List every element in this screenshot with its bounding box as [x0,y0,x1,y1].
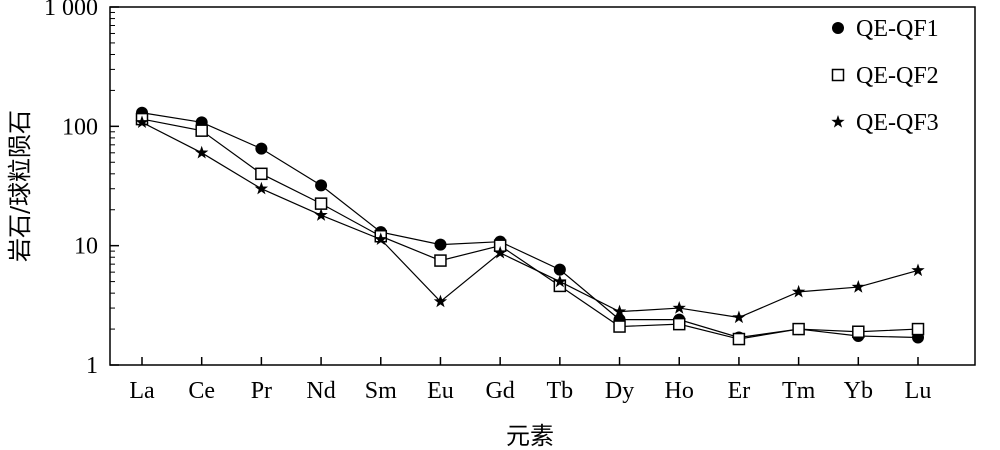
x-tick-label-ho: Ho [665,378,694,404]
series-qe-qf3 [135,115,925,324]
series-qe-qf1 [136,106,924,344]
data-point-qe-qf2-lu [911,322,925,336]
y-axis-title: 岩石/球粒陨石 [6,110,34,262]
data-point-qe-qf1-tb [553,263,566,276]
legend-marker-qe-qf2 [831,68,845,82]
series-line-qe-qf2 [141,118,919,340]
data-point-qe-qf2-er [732,332,746,346]
data-point-qe-qf2-pr [255,167,268,181]
data-point-qe-qf3-lu [911,263,925,277]
data-point-qe-qf2-eu [434,254,447,267]
series-layer [135,106,925,346]
data-point-qe-qf3-sm [374,232,388,245]
x-tick-label-dy: Dy [605,378,634,404]
data-point-qe-qf2-ce [195,124,208,137]
data-point-qe-qf3-la [135,115,149,129]
y-tick-label: 10 [74,234,98,260]
plot-frame [109,6,976,366]
data-point-qe-qf2-ho [672,317,686,331]
data-point-qe-qf2-dy [613,320,626,333]
data-point-qe-qf3-nd [314,208,328,221]
legend-label-qe-qf1: QE-QF1 [856,16,939,42]
data-point-qe-qf3-eu [433,294,448,308]
legend-label-qe-qf2: QE-QF2 [856,63,939,89]
x-tick-label-ce: Ce [188,378,215,404]
data-point-qe-qf3-gd [493,245,507,259]
legend-label-qe-qf3: QE-QF3 [856,110,939,136]
data-point-qe-qf3-tb [553,274,567,288]
legend: QE-QF1 QE-QF2 QE-QF3 [831,16,939,136]
x-tick-label-pr: Pr [251,378,272,404]
data-point-qe-qf2-tm [792,322,805,336]
x-tick-label-yb: Yb [844,378,873,404]
data-point-qe-qf3-er [732,310,746,324]
series-qe-qf2 [135,112,925,346]
y-tick-label: 1 000 [44,0,98,21]
series-line-qe-qf3 [141,121,919,319]
y-tick-label: 1 [86,353,98,379]
y-axis: 1 10 100 1 000 [44,0,119,379]
x-tick-label-eu: Eu [427,378,454,404]
data-point-qe-qf3-pr [254,181,269,195]
data-point-qe-qf1-pr [255,142,268,155]
legend-marker-qe-qf3 [831,115,845,128]
legend-marker-qe-qf1 [832,22,844,34]
x-tick-label-tb: Tb [547,378,574,404]
data-point-qe-qf3-ce [195,145,209,159]
data-point-qe-qf2-nd [314,197,328,210]
x-axis: La Ce Pr Nd Sm Eu Gd Tb Dy Ho Er Tm Yb Lu [129,357,931,404]
data-point-qe-qf1-eu [434,238,447,251]
x-tick-label-gd: Gd [485,378,514,404]
data-point-qe-qf3-ho [672,301,686,314]
x-tick-label-lu: Lu [905,378,932,404]
x-tick-label-tm: Tm [782,378,816,404]
data-point-qe-qf2-yb [852,325,865,338]
x-tick-label-la: La [129,378,155,404]
data-point-qe-qf3-tm [791,284,806,298]
data-point-qe-qf3-dy [612,304,627,318]
x-tick-label-sm: Sm [365,378,397,404]
x-tick-label-er: Er [728,378,751,404]
x-tick-label-nd: Nd [306,378,335,404]
x-axis-title: 元素 [506,422,554,450]
y-tick-label: 100 [62,114,98,140]
data-point-qe-qf3-yb [851,280,865,293]
data-point-qe-qf1-nd [315,179,328,192]
